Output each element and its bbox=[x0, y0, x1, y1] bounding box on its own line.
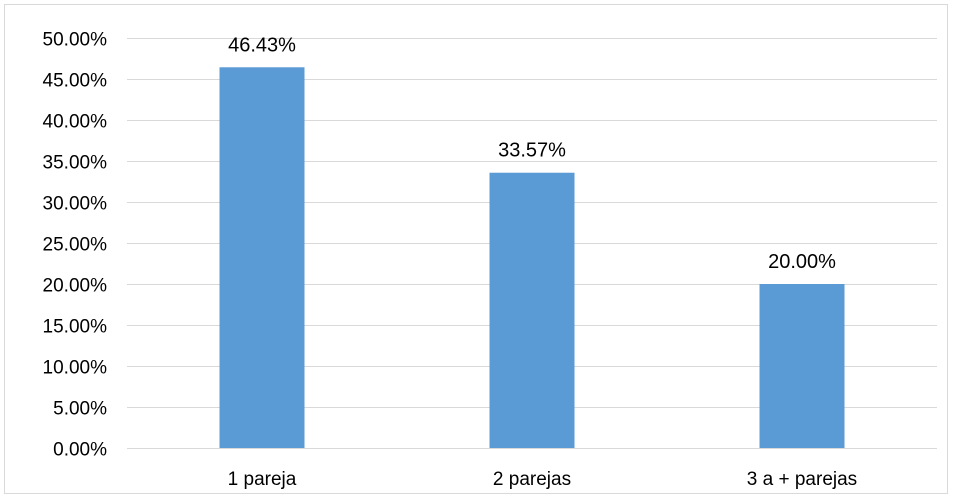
data-labels: 46.43% 33.57% 20.00% bbox=[228, 34, 836, 273]
y-axis-tick-labels: 0.00% 5.00% 10.00% 15.00% 20.00% 25.00% 30.00%… bbox=[43, 30, 108, 461]
x-axis-tick-labels: 1 pareja 2 parejas 3 a + parejas bbox=[228, 469, 858, 490]
y-tick-label: 5.00% bbox=[53, 399, 107, 420]
y-tick-label: 35.00% bbox=[43, 153, 108, 174]
data-label: 20.00% bbox=[768, 251, 836, 273]
y-tick-label: 30.00% bbox=[43, 194, 108, 215]
bars bbox=[219, 67, 845, 449]
x-tick-label: 3 a + parejas bbox=[747, 469, 857, 490]
y-tick-label: 25.00% bbox=[43, 235, 108, 256]
y-tick-label: 40.00% bbox=[43, 112, 108, 133]
y-tick-label: 0.00% bbox=[53, 440, 107, 461]
y-tick-label: 10.00% bbox=[43, 358, 108, 379]
data-label: 46.43% bbox=[228, 34, 296, 56]
bar bbox=[219, 67, 305, 449]
y-tick-label: 50.00% bbox=[43, 30, 108, 51]
bar bbox=[759, 284, 845, 448]
x-tick-label: 1 pareja bbox=[228, 469, 297, 490]
data-label: 33.57% bbox=[498, 140, 566, 162]
bar bbox=[489, 172, 575, 448]
y-tick-label: 20.00% bbox=[43, 276, 108, 297]
y-tick-label: 45.00% bbox=[43, 71, 108, 92]
x-tick-label: 2 parejas bbox=[493, 469, 571, 490]
y-tick-label: 15.00% bbox=[43, 317, 108, 338]
